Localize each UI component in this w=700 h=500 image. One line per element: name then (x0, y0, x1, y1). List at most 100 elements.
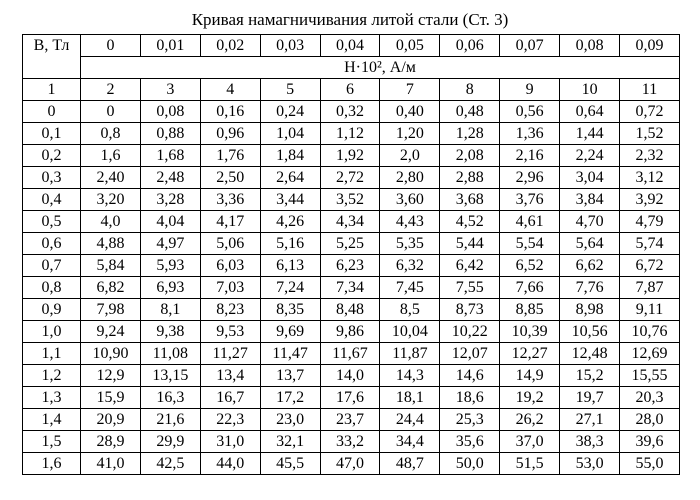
h-value: 9,38 (139, 320, 201, 343)
h-value: 37,0 (499, 430, 561, 453)
column-number: 2 (80, 78, 141, 101)
h-value: 7,24 (259, 276, 321, 299)
column-header: 0,05 (379, 34, 441, 57)
h-value: 6,23 (319, 254, 381, 277)
h-value: 51,5 (499, 452, 561, 475)
h-value: 14,9 (499, 364, 561, 387)
table-row: 0,3 2,40 2,48 2,50 2,64 2,72 2,80 2,88 2,96 3,04 3… (22, 166, 680, 189)
unit-header: H·10², А/м (80, 56, 680, 79)
h-value: 11,08 (139, 342, 201, 365)
h-value: 19,2 (499, 386, 561, 409)
h-value: 13,15 (139, 364, 201, 387)
column-header: 0,06 (439, 34, 501, 57)
h-value: 9,69 (259, 320, 321, 343)
h-value: 4,0 (80, 210, 141, 233)
table-row: 1,6 41,0 42,5 44,0 45,5 47,0 48,7 50,0 51,5 53,0 5… (22, 452, 680, 475)
column-number: 10 (559, 78, 621, 101)
h-value: 26,2 (499, 408, 561, 431)
h-value: 31,0 (199, 430, 261, 453)
h-value: 2,72 (319, 166, 381, 189)
h-value: 8,48 (319, 298, 381, 321)
h-value: 7,55 (439, 276, 501, 299)
h-value: 19,7 (559, 386, 621, 409)
h-value: 4,17 (199, 210, 261, 233)
column-number: 9 (499, 78, 561, 101)
h-value: 10,39 (499, 320, 561, 343)
b-value: 0,6 (22, 232, 81, 255)
column-header: 0,03 (259, 34, 321, 57)
h-value: 8,73 (439, 298, 501, 321)
h-value: 10,22 (439, 320, 501, 343)
h-value: 10,76 (619, 320, 680, 343)
h-value: 2,0 (379, 144, 441, 167)
h-value: 1,84 (259, 144, 321, 167)
h-value: 14,0 (319, 364, 381, 387)
h-value: 8,1 (139, 298, 201, 321)
h-value: 9,24 (80, 320, 141, 343)
column-number: 11 (619, 78, 680, 101)
column-number: 5 (259, 78, 321, 101)
b-value: 0,5 (22, 210, 81, 233)
h-value: 5,74 (619, 232, 680, 255)
h-value: 7,98 (80, 298, 141, 321)
table-row: 0,6 4,88 4,97 5,06 5,16 5,25 5,35 5,44 5,54 5,64 5… (22, 232, 680, 255)
h-value: 3,84 (559, 188, 621, 211)
h-value: 0,72 (619, 100, 680, 123)
h-value: 15,9 (80, 386, 141, 409)
h-value: 6,03 (199, 254, 261, 277)
h-value: 1,92 (319, 144, 381, 167)
b-value: 0 (22, 100, 81, 123)
b-value: 1,5 (22, 430, 81, 453)
h-value: 1,04 (259, 122, 321, 145)
h-value: 34,4 (379, 430, 441, 453)
h-value: 4,70 (559, 210, 621, 233)
column-number: 7 (379, 78, 441, 101)
h-value: 4,79 (619, 210, 680, 233)
h-value: 27,1 (559, 408, 621, 431)
h-value: 42,5 (139, 452, 201, 475)
h-value: 16,3 (139, 386, 201, 409)
h-value: 15,55 (619, 364, 680, 387)
h-value: 23,7 (319, 408, 381, 431)
h-value: 11,47 (259, 342, 321, 365)
h-value: 2,16 (499, 144, 561, 167)
h-value: 7,87 (619, 276, 680, 299)
h-value: 48,7 (379, 452, 441, 475)
h-value: 6,72 (619, 254, 680, 277)
h-value: 11,27 (199, 342, 261, 365)
h-value: 1,52 (619, 122, 680, 145)
b-value: 1,3 (22, 386, 81, 409)
h-value: 35,6 (439, 430, 501, 453)
h-value: 11,67 (319, 342, 381, 365)
column-header: 0,04 (319, 34, 381, 57)
h-value: 8,5 (379, 298, 441, 321)
h-value: 9,11 (619, 298, 680, 321)
h-value: 6,52 (499, 254, 561, 277)
h-value: 12,69 (619, 342, 680, 365)
b-value: 1,1 (22, 342, 81, 365)
h-value: 10,04 (379, 320, 441, 343)
h-value: 12,48 (559, 342, 621, 365)
h-value: 0,08 (139, 100, 201, 123)
table-row: 0,9 7,98 8,1 8,23 8,35 8,48 8,5 8,73 8,85 8,98 9,1… (22, 298, 680, 321)
h-value: 18,1 (379, 386, 441, 409)
b-value: 0,4 (22, 188, 81, 211)
h-value: 2,40 (80, 166, 141, 189)
h-value: 1,20 (379, 122, 441, 145)
h-value: 6,82 (80, 276, 141, 299)
column-number: 8 (439, 78, 501, 101)
h-value: 8,35 (259, 298, 321, 321)
h-value: 4,34 (319, 210, 381, 233)
h-value: 7,76 (559, 276, 621, 299)
table-row: 1,1 10,90 11,08 11,27 11,47 11,67 11,87 12,07 12… (22, 342, 680, 365)
h-value: 25,3 (439, 408, 501, 431)
h-value: 5,16 (259, 232, 321, 255)
b-value: 0,2 (22, 144, 81, 167)
table-row: 1,0 9,24 9,38 9,53 9,69 9,86 10,04 10,22 10,39 10… (22, 320, 680, 343)
h-value: 55,0 (619, 452, 680, 475)
h-value: 3,20 (80, 188, 141, 211)
h-value: 41,0 (80, 452, 141, 475)
h-value: 4,88 (80, 232, 141, 255)
h-value: 2,96 (499, 166, 561, 189)
